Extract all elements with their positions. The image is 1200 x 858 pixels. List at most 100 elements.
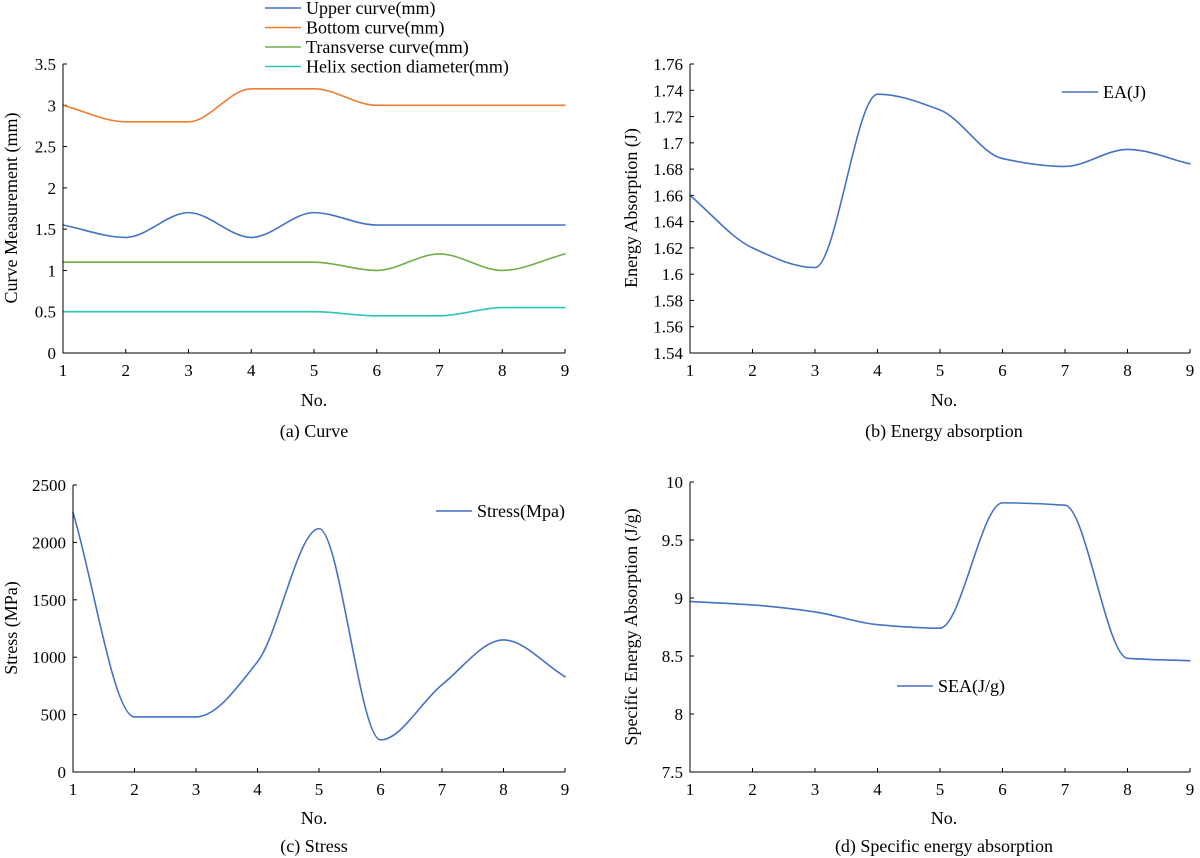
series-lines — [72, 511, 566, 741]
y-tick-label: 1.54 — [653, 344, 683, 363]
legend: EA(J) — [1062, 82, 1146, 103]
y-tick-label: 1.72 — [653, 108, 683, 127]
y-tick-label: 1.76 — [653, 55, 683, 74]
x-tick-label: 9 — [561, 780, 570, 799]
x-tick-label: 4 — [247, 361, 256, 380]
legend-label: Upper curve(mm) — [306, 0, 435, 19]
y-axis-label: Specific Energy Absorption (J/g) — [621, 508, 642, 745]
x-tick-label: 2 — [130, 780, 139, 799]
y-tick-label: 1.62 — [653, 239, 683, 258]
x-tick-label: 8 — [498, 361, 507, 380]
x-tick-label: 9 — [1186, 361, 1195, 380]
y-tick-label: 1 — [48, 261, 57, 280]
x-tick-label: 6 — [998, 780, 1007, 799]
x-axis-label: No. — [301, 808, 328, 828]
x-tick-label: 8 — [1123, 780, 1132, 799]
x-tick-labels: 1 2 3 4 5 6 7 8 9 — [686, 349, 1195, 380]
x-tick-label: 9 — [561, 361, 570, 380]
y-tick-label: 8 — [675, 705, 684, 724]
panel-caption: (c) Stress — [280, 836, 347, 857]
series-line-1 — [62, 211, 566, 239]
axis-frame — [689, 482, 1190, 773]
x-tick-label: 7 — [1061, 361, 1070, 380]
y-tick-label: 2 — [48, 179, 57, 198]
legend-label: Stress(Mpa) — [477, 501, 565, 522]
y-tick-label: 2500 — [32, 476, 66, 495]
x-tick-label: 5 — [936, 361, 945, 380]
y-tick-label: 0 — [58, 763, 67, 782]
legend-label: Helix section diameter(mm) — [306, 57, 509, 78]
series-line-1 — [689, 93, 1191, 269]
x-tick-label: 6 — [376, 780, 385, 799]
y-tick-labels: 0 0.5 1 1.5 2 2.5 3 3.5 — [35, 55, 67, 363]
x-tick-label: 3 — [811, 780, 820, 799]
y-tick-label: 2000 — [32, 533, 66, 552]
y-tick-label: 1.56 — [653, 318, 683, 337]
x-tick-label: 4 — [873, 361, 882, 380]
x-tick-label: 3 — [192, 780, 201, 799]
x-axis-label: No. — [931, 390, 958, 410]
x-tick-label: 8 — [1123, 361, 1132, 380]
y-tick-label: 500 — [41, 706, 67, 725]
y-tick-labels: 7.5 8 8.5 9 9.5 10 — [662, 473, 694, 782]
y-axis-label: Stress (MPa) — [1, 581, 22, 675]
series-line-3 — [62, 253, 566, 272]
y-tick-label: 7.5 — [662, 763, 683, 782]
x-tick-label: 3 — [811, 361, 820, 380]
y-axis-label: Curve Measurement (mm) — [1, 113, 22, 304]
y-tick-label: 0.5 — [35, 303, 56, 322]
panel-stress: 1 2 3 4 5 6 7 8 9 0 500 1000 1500 2000 2500 No. Stres… — [1, 476, 569, 857]
panel-caption: (b) Energy absorption — [865, 421, 1023, 442]
x-tick-label: 1 — [686, 780, 695, 799]
x-axis-label: No. — [931, 808, 958, 828]
y-tick-label: 1.58 — [653, 291, 683, 310]
x-tick-labels: 1 2 3 4 5 6 7 8 9 — [69, 768, 570, 799]
x-tick-label: 4 — [253, 780, 262, 799]
y-tick-label: 1.66 — [653, 186, 683, 205]
y-tick-label: 1.6 — [662, 265, 683, 284]
x-tick-label: 3 — [184, 361, 193, 380]
legend: SEA(J/g) — [897, 676, 1005, 697]
series-lines — [689, 502, 1191, 662]
legend: Stress(Mpa) — [436, 501, 565, 522]
legend-label: EA(J) — [1103, 82, 1146, 103]
x-tick-label: 9 — [1186, 780, 1195, 799]
y-tick-label: 1.5 — [35, 220, 56, 239]
y-tick-label: 8.5 — [662, 647, 683, 666]
y-tick-label: 1.74 — [653, 81, 683, 100]
x-tick-labels: 1 2 3 4 5 6 7 8 9 — [686, 768, 1195, 799]
panel-specific-energy-absorption: 1 2 3 4 5 6 7 8 9 7.5 8 8.5 9 9.5 10 No. Specific Ene… — [621, 473, 1194, 857]
series-line-1 — [689, 502, 1191, 662]
x-tick-label: 1 — [686, 361, 695, 380]
y-tick-label: 1.68 — [653, 160, 683, 179]
y-tick-label: 1500 — [32, 591, 66, 610]
x-tick-label: 7 — [435, 361, 444, 380]
y-tick-labels: 1.54 1.56 1.58 1.6 1.62 1.64 1.66 1.68 1.7 1.72 1.… — [653, 55, 694, 363]
x-tick-label: 8 — [499, 780, 508, 799]
legend-label: Transverse curve(mm) — [306, 37, 469, 58]
x-tick-label: 7 — [438, 780, 447, 799]
y-tick-label: 2.5 — [35, 138, 56, 157]
y-tick-label: 9 — [675, 589, 684, 608]
x-tick-label: 6 — [373, 361, 382, 380]
panel-curve: 1 2 3 4 5 6 7 8 9 0 0.5 1 1.5 2 2.5 3 3.5 No. Curve Mea… — [1, 0, 569, 442]
x-tick-label: 6 — [998, 361, 1007, 380]
x-tick-label: 2 — [748, 780, 757, 799]
y-axis-label: Energy Absorption (J) — [621, 128, 642, 288]
series-lines — [62, 87, 566, 317]
legend: Upper curve(mm)Bottom curve(mm)Transvers… — [265, 0, 509, 78]
y-tick-label: 1.7 — [662, 134, 684, 153]
y-tick-label: 3 — [48, 96, 57, 115]
series-line-4 — [62, 306, 566, 317]
series-lines — [689, 93, 1191, 269]
panel-caption: (d) Specific energy absorption — [835, 836, 1053, 857]
y-tick-label: 3.5 — [35, 55, 56, 74]
axis-frame — [689, 64, 1190, 354]
y-tick-label: 1.64 — [653, 213, 683, 232]
x-axis-label: No. — [301, 390, 328, 410]
x-tick-label: 7 — [1061, 780, 1070, 799]
x-tick-label: 1 — [59, 361, 68, 380]
x-tick-label: 5 — [315, 780, 324, 799]
panel-energy-absorption: 1 2 3 4 5 6 7 8 9 1.54 1.56 1.58 1.6 1.62 1.64 1.66 1.6… — [621, 55, 1194, 442]
